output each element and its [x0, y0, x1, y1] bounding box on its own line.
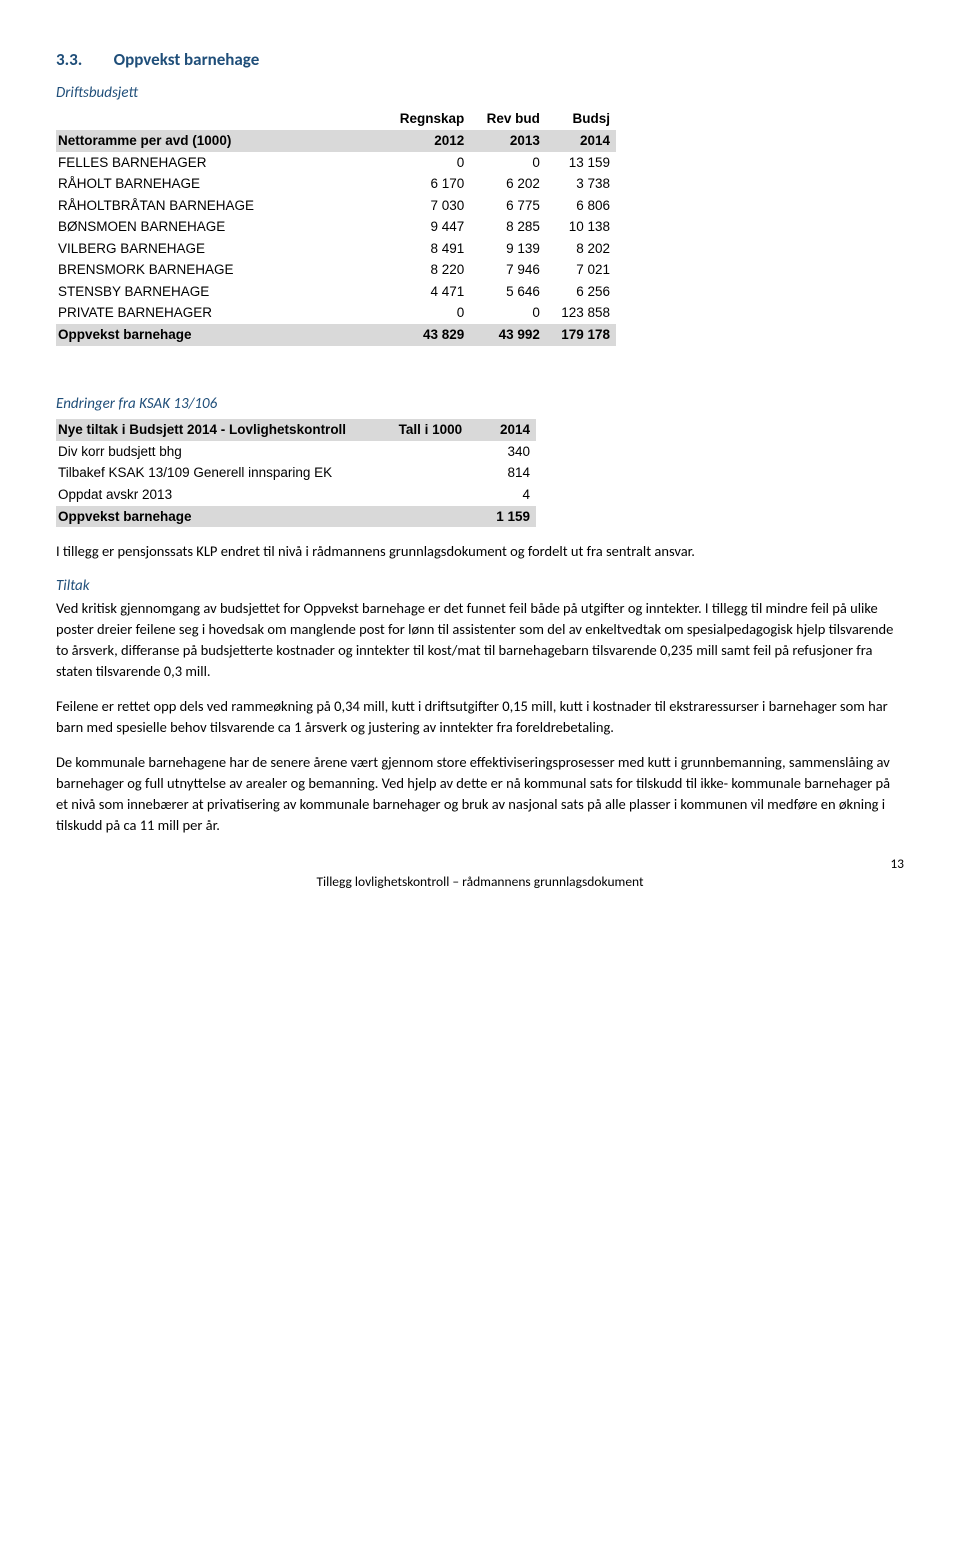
endringer-body: Div korr budsjett bhg 340 Tilbakef KSAK 1…	[56, 441, 536, 527]
footer-text: Tillegg lovlighetskontroll – rådmannens …	[316, 873, 643, 890]
cell-value: 6 202	[470, 173, 546, 195]
cell-label: STENSBY BARNEHAGE	[56, 281, 381, 303]
cell-value: 1 159	[468, 506, 536, 528]
cell-value: 9 447	[381, 216, 471, 238]
cell-label: PRIVATE BARNEHAGER	[56, 302, 381, 324]
cell-value: 13 159	[546, 152, 616, 174]
cell-value: 0	[470, 152, 546, 174]
cell-value: 3 738	[546, 173, 616, 195]
table-total-row: Oppvekst barnehage43 82943 992179 178	[56, 324, 616, 346]
cell-value: 8 491	[381, 238, 471, 260]
driftsbudsjett-body: FELLES BARNEHAGER0013 159 RÅHOLT BARNEHA…	[56, 152, 616, 346]
section-number: 3.3.	[56, 49, 82, 70]
cell-value: 6 256	[546, 281, 616, 303]
table-header-top: Regnskap Rev bud Budsj	[56, 108, 616, 130]
cell-value: 0	[470, 302, 546, 324]
cell-value: 7 946	[470, 259, 546, 281]
cell-value: 179 178	[546, 324, 616, 346]
col-budsj: Budsj	[546, 108, 616, 130]
page-footer: 13 Tillegg lovlighetskontroll – rådmanne…	[56, 872, 904, 892]
page-number: 13	[890, 854, 904, 874]
cell-value: 6 806	[546, 195, 616, 217]
col-tall: Tall i 1000	[352, 419, 468, 441]
cell-label: Tilbakef KSAK 13/109 Generell innsparing…	[56, 462, 352, 484]
cell-value: 43 829	[381, 324, 471, 346]
table-row: PRIVATE BARNEHAGER00123 858	[56, 302, 616, 324]
cell-empty	[352, 462, 468, 484]
col-regnskap: Regnskap	[381, 108, 471, 130]
table-row: Div korr budsjett bhg 340	[56, 441, 536, 463]
table-row: VILBERG BARNEHAGE8 4919 1398 202	[56, 238, 616, 260]
cell-empty	[352, 506, 468, 528]
cell-value: 0	[381, 152, 471, 174]
cell-value: 8 202	[546, 238, 616, 260]
tiltak-heading: Tiltak	[56, 576, 904, 598]
table-row: BØNSMOEN BARNEHAGE9 4478 28510 138	[56, 216, 616, 238]
table-row: RÅHOLTBRÅTAN BARNEHAGE7 0306 7756 806	[56, 195, 616, 217]
table-header-bottom: Nettoramme per avd (1000) 2012 2013 2014	[56, 130, 616, 152]
table-row: STENSBY BARNEHAGE4 4715 6466 256	[56, 281, 616, 303]
table-row: BRENSMORK BARNEHAGE8 2207 9467 021	[56, 259, 616, 281]
col-empty	[56, 108, 381, 130]
body-paragraph: Ved kritisk gjennomgang av budsjettet fo…	[56, 598, 904, 682]
driftsbudsjett-table: Regnskap Rev bud Budsj Nettoramme per av…	[56, 108, 616, 345]
col-2014: 2014	[546, 130, 616, 152]
section-title: Oppvekst barnehage	[114, 49, 260, 70]
cell-value: 4 471	[381, 281, 471, 303]
endringer-table: Nye tiltak i Budsjett 2014 - Lovlighetsk…	[56, 419, 536, 527]
cell-label: VILBERG BARNEHAGE	[56, 238, 381, 260]
cell-value: 4	[468, 484, 536, 506]
col-2013: 2013	[470, 130, 546, 152]
cell-value: 814	[468, 462, 536, 484]
cell-value: 0	[381, 302, 471, 324]
cell-label: Oppdat avskr 2013	[56, 484, 352, 506]
cell-value: 10 138	[546, 216, 616, 238]
cell-value: 6 170	[381, 173, 471, 195]
cell-value: 8 220	[381, 259, 471, 281]
table-row: Tilbakef KSAK 13/109 Generell innsparing…	[56, 462, 536, 484]
cell-label: RÅHOLTBRÅTAN BARNEHAGE	[56, 195, 381, 217]
col-nye-tiltak: Nye tiltak i Budsjett 2014 - Lovlighetsk…	[56, 419, 352, 441]
table-header: Nye tiltak i Budsjett 2014 - Lovlighetsk…	[56, 419, 536, 441]
endringer-heading: Endringer fra KSAK 13/106	[56, 394, 904, 416]
cell-label: FELLES BARNEHAGER	[56, 152, 381, 174]
cell-value: 6 775	[470, 195, 546, 217]
cell-label: Div korr budsjett bhg	[56, 441, 352, 463]
table-row: FELLES BARNEHAGER0013 159	[56, 152, 616, 174]
table-row: RÅHOLT BARNEHAGE6 1706 2023 738	[56, 173, 616, 195]
cell-label: Oppvekst barnehage	[56, 506, 352, 528]
cell-empty	[352, 441, 468, 463]
cell-value: 7 021	[546, 259, 616, 281]
section-header: 3.3. Oppvekst barnehage	[56, 48, 904, 73]
body-paragraph: Feilene er rettet opp dels ved rammeøkni…	[56, 696, 904, 738]
table-row: Oppdat avskr 2013 4	[56, 484, 536, 506]
table-total-row: Oppvekst barnehage 1 159	[56, 506, 536, 528]
col-2012: 2012	[381, 130, 471, 152]
body-paragraph: I tillegg er pensjonssats KLP endret til…	[56, 541, 904, 562]
col-revbud: Rev bud	[470, 108, 546, 130]
col-2014: 2014	[468, 419, 536, 441]
cell-value: 8 285	[470, 216, 546, 238]
cell-value: 43 992	[470, 324, 546, 346]
cell-value: 7 030	[381, 195, 471, 217]
col-nettoramme: Nettoramme per avd (1000)	[56, 130, 381, 152]
body-paragraph: De kommunale barnehagene har de senere å…	[56, 752, 904, 836]
cell-value: 5 646	[470, 281, 546, 303]
cell-empty	[352, 484, 468, 506]
cell-label: BRENSMORK BARNEHAGE	[56, 259, 381, 281]
cell-value: 123 858	[546, 302, 616, 324]
cell-value: 340	[468, 441, 536, 463]
cell-value: 9 139	[470, 238, 546, 260]
cell-label: Oppvekst barnehage	[56, 324, 381, 346]
cell-label: RÅHOLT BARNEHAGE	[56, 173, 381, 195]
driftsbudsjett-heading: Driftsbudsjett	[56, 83, 904, 105]
cell-label: BØNSMOEN BARNEHAGE	[56, 216, 381, 238]
